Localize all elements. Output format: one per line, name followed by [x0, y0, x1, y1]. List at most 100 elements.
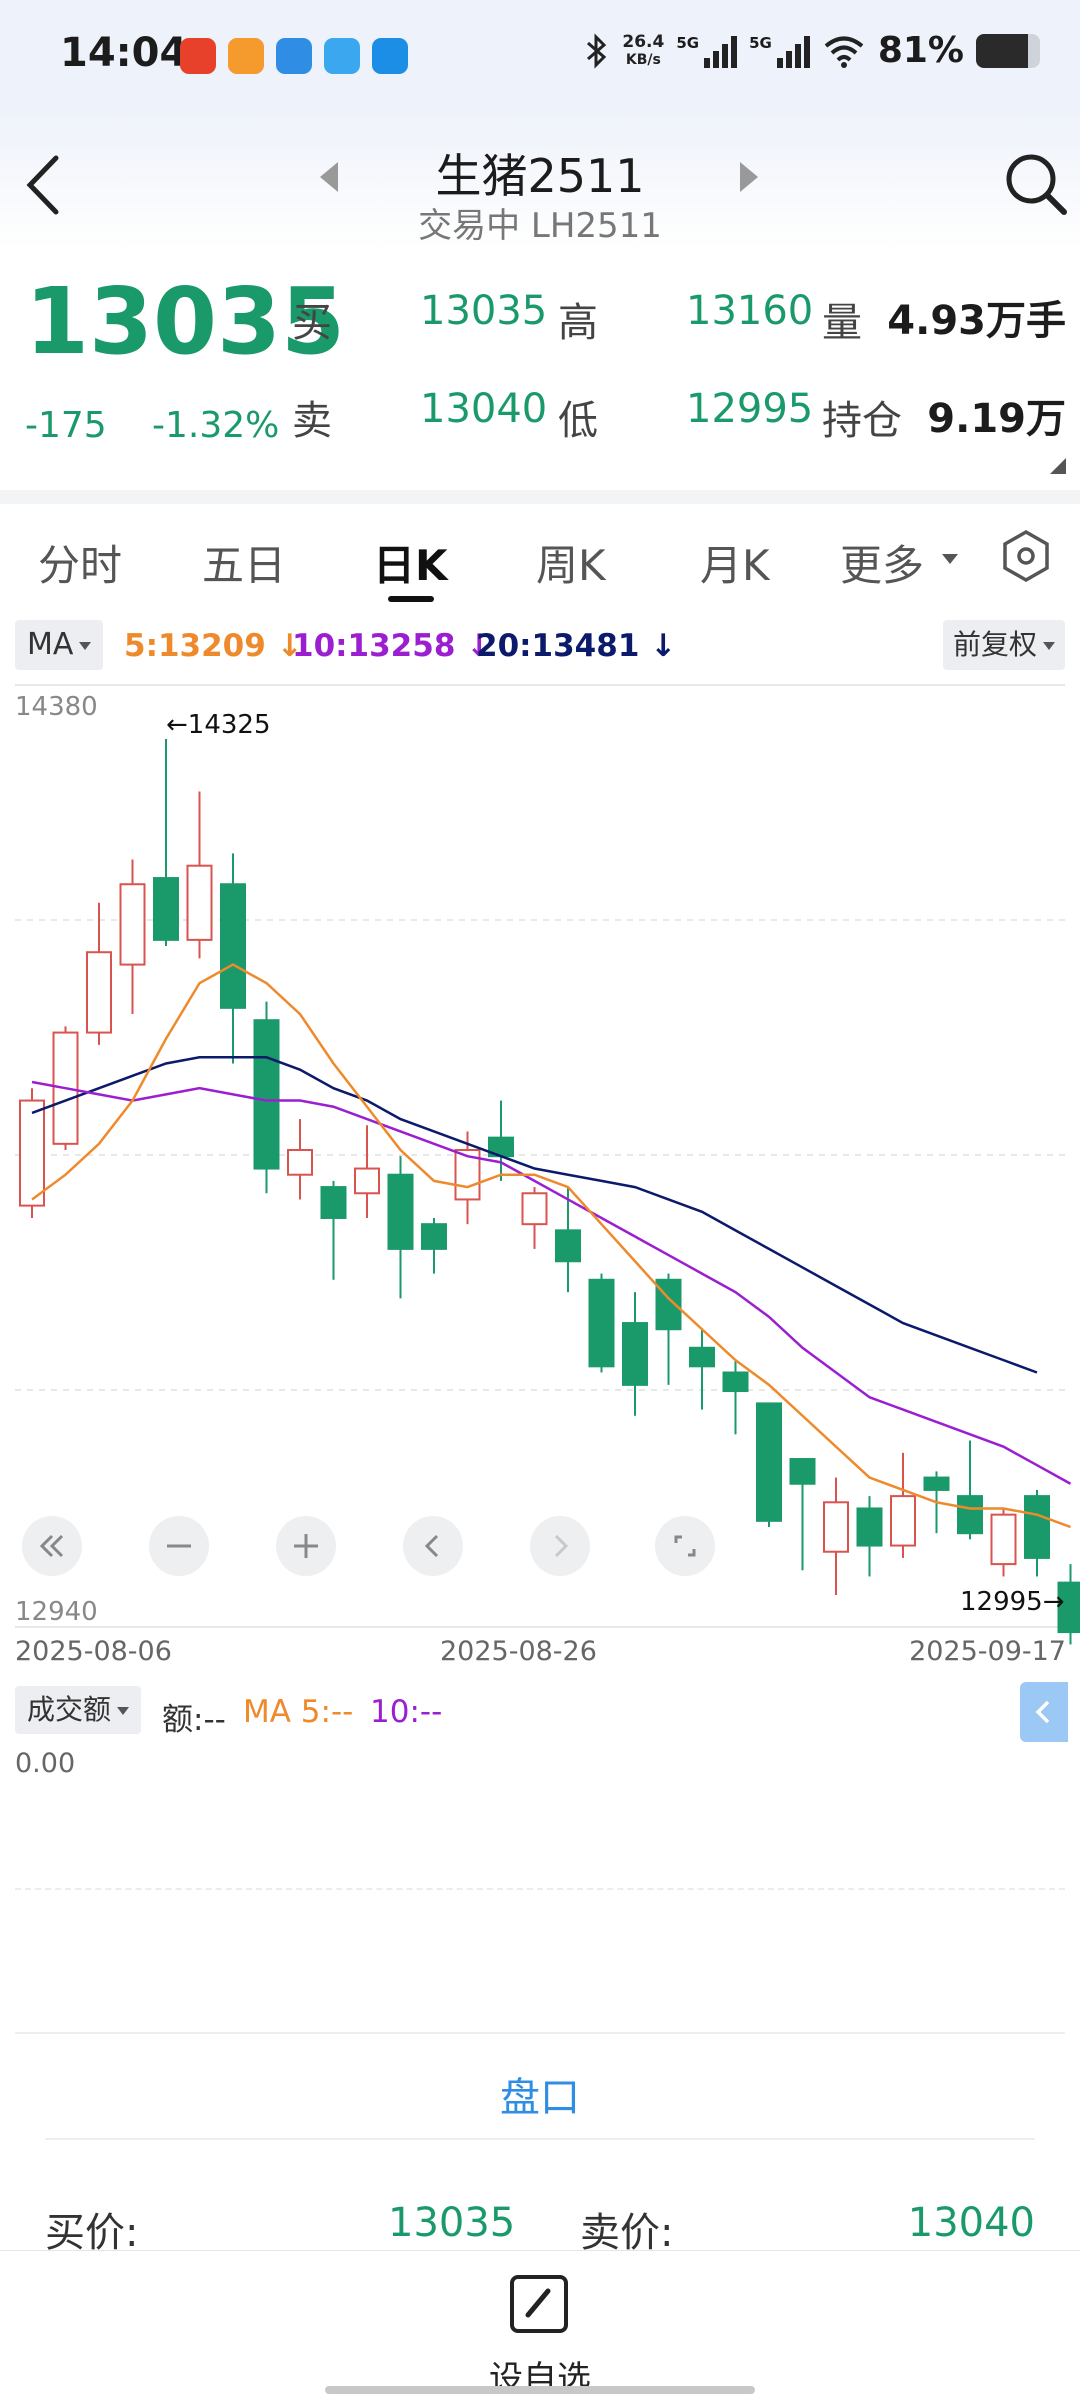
candle-down [320, 1186, 347, 1219]
candle-up [354, 1167, 380, 1195]
battery-icon [976, 33, 1040, 68]
candle-down [957, 1495, 983, 1535]
candle-down [856, 1507, 883, 1547]
signal-label: 5G [676, 33, 700, 52]
side-panel-toggle-button[interactable] [1020, 1682, 1068, 1742]
volume-selector-label: 成交额 [27, 1693, 112, 1726]
chevron-down-icon [942, 554, 958, 564]
tab-more[interactable]: 更多 [840, 541, 925, 590]
prev-contract-icon[interactable] [320, 162, 338, 192]
scroll-right-button[interactable] [530, 1516, 590, 1576]
wifi-icon [824, 36, 864, 68]
buy-label: 买 [292, 300, 332, 346]
candle-down [789, 1458, 816, 1485]
chevron-down-icon [1043, 642, 1055, 650]
ma10-value: 10:13258 ↓ [292, 628, 493, 664]
signal-icon: 5G [749, 34, 810, 68]
fullscreen-icon [674, 1535, 696, 1557]
header: 生猪2511 交易中 LH2511 [0, 110, 1080, 250]
volume-selector-button[interactable]: 成交额 [15, 1686, 142, 1734]
candle-down [555, 1229, 581, 1263]
bluetooth-icon [587, 32, 607, 69]
settings-hexagon-icon[interactable] [998, 528, 1054, 584]
candle-up [86, 951, 112, 1034]
scroll-to-start-button[interactable] [22, 1516, 82, 1576]
volume-ma5-value: MA 5:-- [243, 1694, 354, 1730]
candle-down [387, 1173, 414, 1250]
candle-down [253, 1019, 280, 1170]
scroll-left-button[interactable] [403, 1516, 463, 1576]
edit-watchlist-icon[interactable] [508, 2273, 570, 2335]
adjust-label: 前复权 [952, 628, 1037, 661]
divider [45, 2138, 1035, 2140]
home-indicator[interactable] [325, 2386, 755, 2394]
ma20-line [31, 1056, 1038, 1374]
status-indicators: 26.4 KB/s 5G 5G 81% [584, 30, 1040, 71]
candle-up [287, 1149, 313, 1176]
double-chevron-left-icon [39, 1534, 64, 1558]
quote-panel: 13035 -175 -1.32% 买 卖 13035 高 13040 低 13… [0, 250, 1080, 490]
buy-price: 13035 [420, 288, 548, 334]
candle-down [756, 1402, 782, 1522]
ask-value: 13040 [907, 2200, 1035, 2246]
adjust-selector-button[interactable]: 前复权 [942, 620, 1065, 670]
app-notification-icon [228, 38, 264, 74]
low-label: 低 [558, 398, 598, 444]
change-percent: -1.32% [152, 405, 280, 446]
candle-up [890, 1495, 916, 1547]
net-speed-unit: KB/s [625, 51, 661, 68]
x-tick-label: 2025-09-17 [909, 1636, 1066, 1667]
tab-monthly-k[interactable]: 月K [700, 541, 770, 590]
sell-label: 卖 [292, 398, 332, 444]
y-axis-top-label: 14380 [15, 692, 98, 722]
ma20-value: 20:13481 ↓ [476, 628, 677, 664]
candle-down [1057, 1581, 1080, 1634]
back-icon[interactable] [20, 150, 70, 220]
page-subtitle: 交易中 LH2511 [418, 206, 662, 246]
app-notification-icon [324, 38, 360, 74]
candle-down [220, 883, 246, 1009]
low-price: 12995 [686, 386, 814, 432]
chevron-down-icon [79, 641, 92, 650]
notification-icons [180, 38, 408, 74]
fullscreen-button[interactable] [655, 1516, 715, 1576]
battery-percent: 81% [877, 30, 964, 71]
volume-panel-header: 成交额 额:-- MA 5:-- 10:-- [0, 1682, 1080, 1742]
ma-selector-button[interactable]: MA [15, 620, 104, 670]
x-tick-label: 2025-08-06 [15, 1636, 172, 1667]
amount-value: 额:-- [162, 1702, 226, 1738]
candle-up [990, 1513, 1017, 1566]
expand-corner-icon[interactable] [1050, 458, 1066, 474]
open-interest-value: 9.19万 [927, 396, 1066, 442]
app-notification-icon [276, 38, 312, 74]
status-time: 14:04 [60, 30, 188, 76]
next-contract-icon[interactable] [740, 162, 758, 192]
tab-weekly-k[interactable]: 周K [536, 541, 606, 590]
plus-icon [294, 1534, 318, 1558]
candle-down [689, 1346, 715, 1368]
candlestick-chart[interactable]: 14380 12940 ←14325 12995→ [0, 680, 1080, 1680]
app-notification-icon [180, 38, 216, 74]
chevron-left-icon [1035, 1700, 1050, 1724]
zoom-in-button[interactable] [276, 1516, 336, 1576]
tab-five-day[interactable]: 五日 [202, 541, 287, 590]
bid-value: 13035 [388, 2200, 516, 2246]
sell-price: 13040 [420, 386, 548, 432]
min-price-marker: 12995→ [960, 1587, 1065, 1617]
high-price: 13160 [686, 288, 814, 334]
candle-down [923, 1476, 950, 1491]
volume-gridline [15, 1888, 1065, 1890]
search-icon[interactable] [1002, 150, 1070, 218]
order-book-title[interactable]: 盘口 [500, 2075, 580, 2121]
zoom-out-button[interactable] [149, 1516, 209, 1576]
status-bar: 14:04 26.4 KB/s 5G 5G 81% [0, 0, 1080, 110]
tab-intraday[interactable]: 分时 [38, 541, 123, 590]
candle-up [119, 883, 146, 966]
open-interest-label: 持仓 [822, 398, 902, 444]
candle-down [153, 877, 179, 941]
x-tick-label: 2025-08-26 [440, 1636, 597, 1667]
high-label: 高 [558, 300, 598, 346]
chevron-down-icon [117, 1707, 130, 1715]
tab-daily-k[interactable]: 日K [373, 541, 448, 590]
ask-label: 卖价: [580, 2210, 674, 2256]
